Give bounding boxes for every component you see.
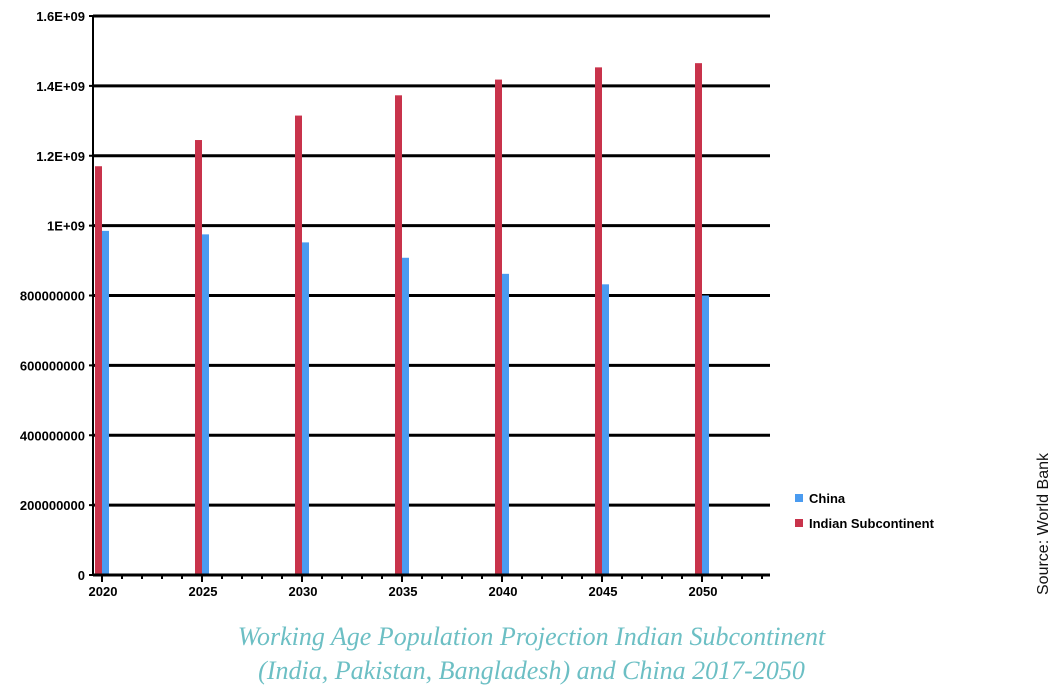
bar-china-2045 (602, 284, 609, 575)
legend-swatch-indian-subcontinent (795, 519, 803, 527)
x-tick-label: 2020 (89, 584, 118, 599)
tick-labels: 0 200000000 400000000 600000000 800000000 1E+… (20, 9, 718, 599)
bar-china-2030 (302, 242, 309, 575)
source-label: Source: World Bank (1035, 452, 1052, 595)
legend: China Indian Subcontinent (795, 491, 935, 531)
y-tick-label: 1.2E+09 (36, 149, 85, 164)
bar-indian-subcontinent-2040 (495, 79, 502, 576)
x-tick-label: 2045 (589, 584, 618, 599)
x-tick-label: 2030 (289, 584, 318, 599)
bar-indian-subcontinent-2025 (195, 140, 202, 575)
chart-caption-line2: (India, Pakistan, Bangladesh) and China … (258, 656, 805, 685)
y-tick-label: 800000000 (20, 289, 85, 304)
x-tick-label: 2050 (689, 584, 718, 599)
legend-label-china: China (809, 491, 846, 506)
y-tick-label: 600000000 (20, 358, 85, 373)
legend-swatch-china (795, 494, 803, 502)
bar-indian-subcontinent-2050 (695, 63, 702, 576)
bars (95, 63, 709, 576)
y-tick-label: 1.6E+09 (36, 9, 85, 24)
chart-caption-line1: Working Age Population Projection Indian… (237, 622, 826, 651)
legend-label-indian-subcontinent: Indian Subcontinent (809, 516, 935, 531)
y-tick-label: 0 (78, 568, 85, 583)
bar-indian-subcontinent-2045 (595, 67, 602, 575)
bar-indian-subcontinent-2020 (95, 166, 102, 575)
bar-china-2020 (102, 230, 109, 575)
bar-china-2035 (402, 257, 409, 575)
axes (89, 15, 770, 582)
bar-chart: 0 200000000 400000000 600000000 800000000 1E+… (20, 9, 1052, 599)
gridlines (93, 14, 770, 507)
x-tick-label: 2025 (189, 584, 218, 599)
y-tick-label: 200000000 (20, 498, 85, 513)
bar-china-2025 (202, 234, 209, 575)
y-tick-label: 400000000 (20, 428, 85, 443)
bar-china-2050 (702, 295, 709, 575)
x-tick-label: 2040 (489, 584, 518, 599)
bar-indian-subcontinent-2030 (295, 115, 302, 576)
bar-china-2040 (502, 273, 509, 575)
y-tick-label: 1E+09 (47, 219, 85, 234)
x-tick-label: 2035 (389, 584, 418, 599)
y-tick-label: 1.4E+09 (36, 79, 85, 94)
bar-indian-subcontinent-2035 (395, 95, 402, 575)
